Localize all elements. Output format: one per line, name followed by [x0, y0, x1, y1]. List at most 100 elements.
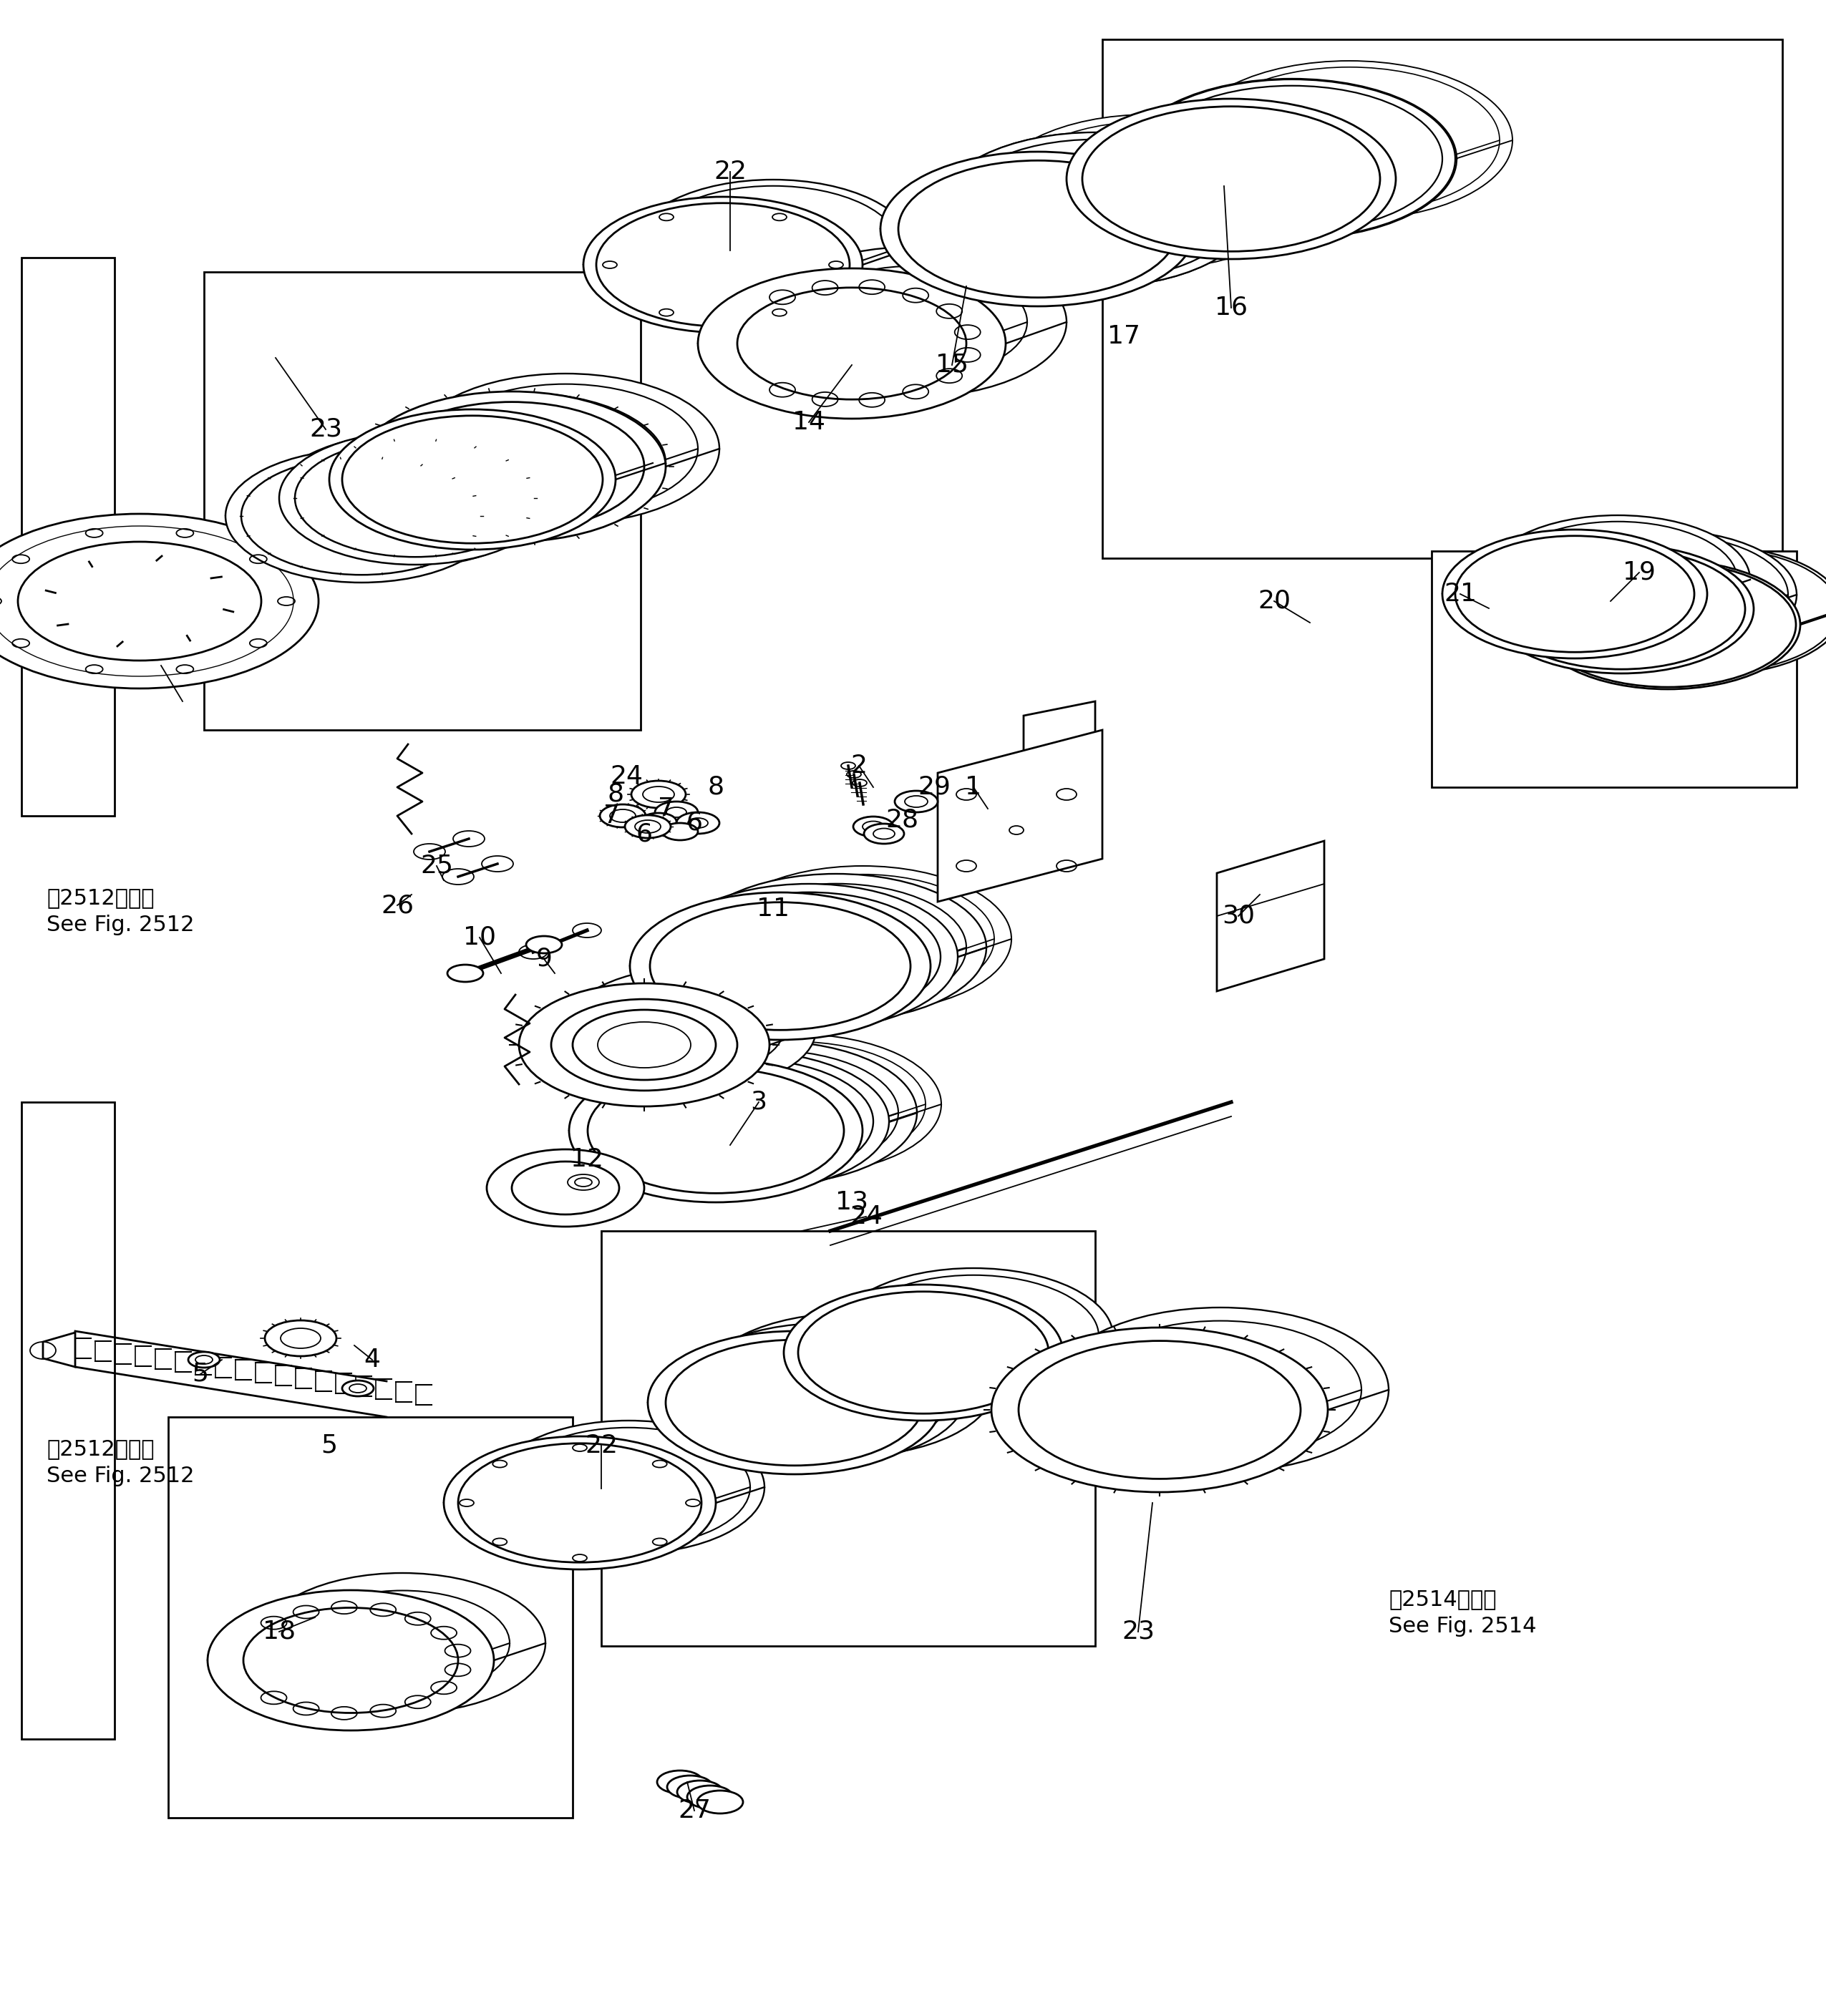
Text: 22: 22 [714, 159, 747, 183]
Ellipse shape [411, 373, 719, 524]
Ellipse shape [458, 1443, 701, 1562]
Ellipse shape [1066, 99, 1395, 260]
Text: 2: 2 [851, 754, 867, 778]
Text: 1: 1 [966, 774, 982, 800]
Text: 8: 8 [608, 782, 624, 806]
Text: 24: 24 [849, 1204, 882, 1230]
Ellipse shape [624, 814, 670, 839]
Ellipse shape [939, 133, 1253, 286]
Ellipse shape [864, 825, 904, 845]
Ellipse shape [341, 1381, 374, 1397]
Ellipse shape [493, 1421, 765, 1554]
Text: 22: 22 [584, 1433, 617, 1458]
Ellipse shape [241, 458, 482, 575]
Ellipse shape [652, 1034, 940, 1175]
Ellipse shape [668, 1042, 926, 1167]
Ellipse shape [1541, 534, 1788, 655]
Ellipse shape [747, 1314, 1002, 1439]
Ellipse shape [265, 1320, 336, 1357]
Text: 27: 27 [677, 1798, 710, 1822]
Ellipse shape [526, 935, 562, 954]
Ellipse shape [798, 266, 1028, 377]
Text: 30: 30 [1222, 903, 1254, 927]
Ellipse shape [1052, 1308, 1388, 1472]
Ellipse shape [1127, 79, 1457, 240]
Ellipse shape [341, 423, 582, 540]
Ellipse shape [1019, 1341, 1300, 1480]
Ellipse shape [1455, 536, 1695, 651]
Ellipse shape [895, 790, 939, 812]
Text: 28: 28 [886, 806, 918, 831]
Text: 第2514図参照
See Fig. 2514: 第2514図参照 See Fig. 2514 [1388, 1589, 1536, 1637]
Ellipse shape [243, 1607, 458, 1714]
Ellipse shape [783, 1284, 1063, 1421]
Ellipse shape [677, 893, 940, 1022]
Text: 29: 29 [918, 774, 951, 800]
Ellipse shape [279, 431, 551, 564]
Text: 6: 6 [687, 810, 703, 835]
Text: 15: 15 [935, 353, 968, 377]
Ellipse shape [898, 161, 1178, 298]
Ellipse shape [259, 1572, 546, 1714]
Polygon shape [44, 1333, 75, 1367]
Ellipse shape [597, 984, 783, 1075]
Polygon shape [939, 730, 1103, 901]
Ellipse shape [568, 1175, 599, 1189]
Ellipse shape [696, 1331, 951, 1456]
Ellipse shape [1497, 548, 1746, 669]
Ellipse shape [597, 204, 849, 327]
Ellipse shape [732, 1306, 1017, 1445]
Ellipse shape [393, 399, 654, 526]
Ellipse shape [1497, 522, 1737, 637]
Text: 8: 8 [707, 774, 725, 800]
Polygon shape [1024, 702, 1096, 758]
Ellipse shape [1583, 548, 1826, 673]
Ellipse shape [1128, 79, 1455, 238]
Ellipse shape [630, 893, 931, 1040]
Text: 10: 10 [464, 925, 497, 950]
Ellipse shape [698, 268, 1006, 419]
Polygon shape [601, 1232, 1096, 1645]
Ellipse shape [853, 816, 893, 837]
Ellipse shape [519, 984, 769, 1107]
Ellipse shape [329, 409, 615, 550]
Ellipse shape [380, 393, 666, 532]
Ellipse shape [623, 1042, 917, 1185]
Polygon shape [1432, 550, 1797, 786]
Ellipse shape [488, 1149, 645, 1226]
Ellipse shape [570, 1058, 862, 1202]
Ellipse shape [687, 873, 986, 1022]
Text: 19: 19 [1623, 560, 1656, 585]
Text: 7: 7 [657, 796, 674, 821]
Ellipse shape [615, 1058, 873, 1183]
Ellipse shape [939, 133, 1253, 286]
Ellipse shape [0, 514, 318, 687]
Ellipse shape [551, 1000, 738, 1091]
Polygon shape [168, 1417, 573, 1818]
Text: 7: 7 [604, 804, 621, 829]
Ellipse shape [225, 450, 497, 583]
Ellipse shape [325, 415, 597, 548]
Ellipse shape [599, 1050, 889, 1191]
Polygon shape [1103, 40, 1782, 558]
Text: 23: 23 [309, 417, 341, 442]
Ellipse shape [208, 1591, 493, 1730]
Ellipse shape [296, 439, 535, 556]
Ellipse shape [358, 391, 666, 542]
Ellipse shape [447, 966, 484, 982]
Ellipse shape [992, 115, 1306, 268]
Ellipse shape [656, 802, 698, 823]
Ellipse shape [599, 804, 646, 827]
Ellipse shape [508, 1427, 750, 1546]
Ellipse shape [634, 179, 913, 317]
Text: 26: 26 [382, 893, 415, 917]
Ellipse shape [1079, 1320, 1362, 1460]
Ellipse shape [341, 415, 603, 542]
Ellipse shape [566, 968, 816, 1091]
Ellipse shape [1532, 530, 1797, 659]
Ellipse shape [582, 198, 862, 333]
Text: 21: 21 [1444, 583, 1477, 607]
Ellipse shape [18, 542, 261, 661]
Ellipse shape [698, 1790, 743, 1814]
Polygon shape [1024, 802, 1096, 831]
